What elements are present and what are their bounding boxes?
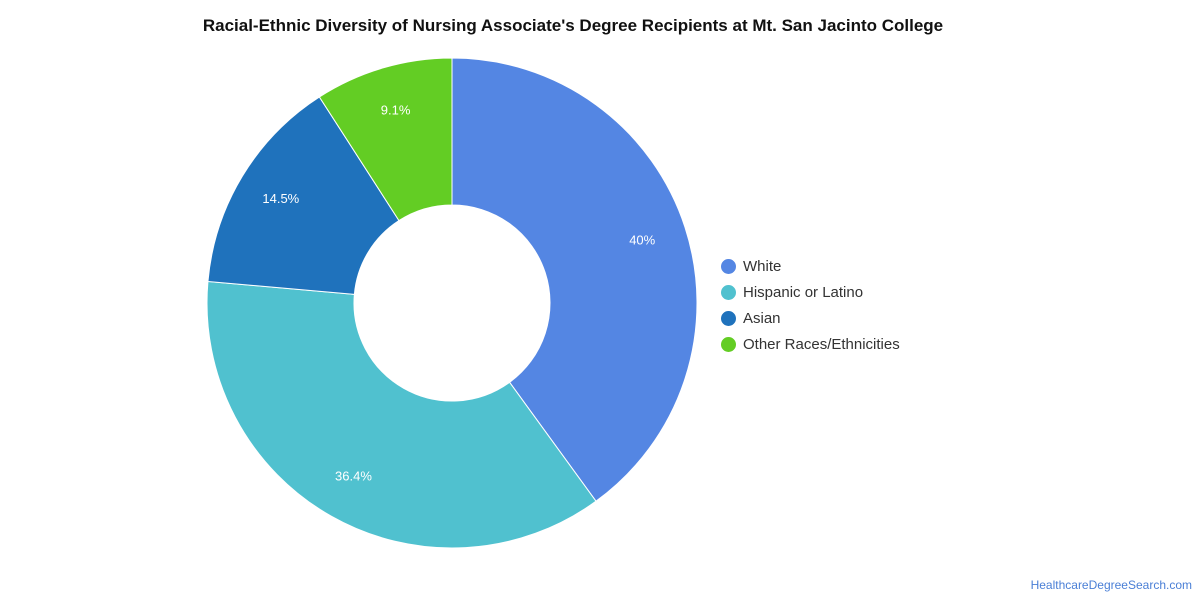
source-credit-link[interactable]: HealthcareDegreeSearch.com xyxy=(1030,578,1192,592)
legend-label-white: White xyxy=(743,257,782,275)
legend-label-hispanic-or-latino: Hispanic or Latino xyxy=(743,283,864,301)
legend-item-asian[interactable]: Asian xyxy=(721,305,900,331)
legend-item-white[interactable]: White xyxy=(721,253,900,279)
slice-label-asian: 14.5% xyxy=(262,191,299,206)
slice-labels-group: 40% 36.4% 14.5% 9.1% xyxy=(262,103,655,484)
legend-swatch-other-races xyxy=(721,336,736,352)
slice-label-other-races-ethnicities: 9.1% xyxy=(381,103,411,118)
legend-swatch-asian xyxy=(721,310,736,326)
chart-title: Racial-Ethnic Diversity of Nursing Assoc… xyxy=(202,16,944,35)
legend-swatch-hispanic-or-latino xyxy=(721,284,736,300)
legend-item-hispanic-or-latino[interactable]: Hispanic or Latino xyxy=(721,279,900,305)
legend-label-other-races: Other Races/Ethnicities xyxy=(743,335,900,353)
legend: White Hispanic or Latino Asian Other Rac… xyxy=(721,253,900,357)
slices-group xyxy=(206,57,698,549)
legend-swatch-white xyxy=(721,258,736,274)
slice-white[interactable] xyxy=(451,57,698,502)
slice-hispanic-or-latino[interactable] xyxy=(206,280,597,549)
slice-other-races-ethnicities[interactable] xyxy=(318,57,453,222)
legend-label-asian: Asian xyxy=(743,309,781,327)
slice-asian[interactable] xyxy=(207,96,400,295)
slice-label-hispanic-or-latino: 36.4% xyxy=(335,468,372,483)
legend-item-other-races[interactable]: Other Races/Ethnicities xyxy=(721,331,900,357)
slice-label-white: 40% xyxy=(629,233,655,248)
